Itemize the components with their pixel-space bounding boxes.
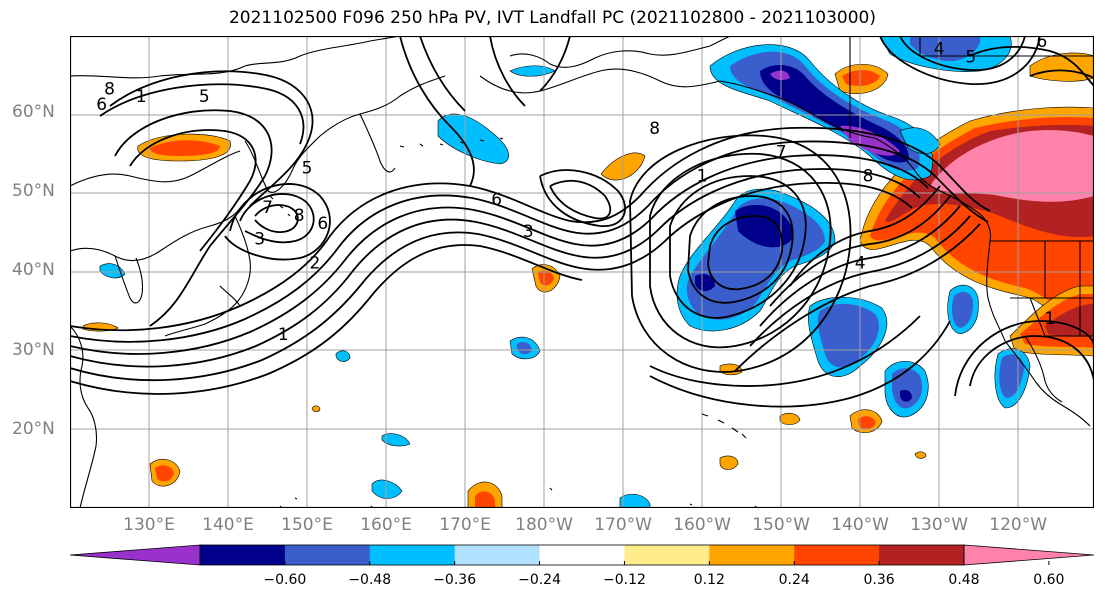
- lat-label: 60°N: [12, 102, 55, 123]
- colorbar-segment: [284, 545, 371, 565]
- contour-label: 1: [136, 87, 147, 107]
- contour-label: 4: [934, 40, 945, 60]
- colorbar-segment: [454, 545, 541, 565]
- colorbar-tick-label: −0.60: [263, 572, 307, 588]
- colorbar-segment: [709, 545, 795, 565]
- contour-label: 3: [523, 222, 534, 242]
- contour-label: 1: [1044, 309, 1055, 329]
- colorbar-extend-low: [70, 544, 201, 566]
- contour-label: 5: [302, 158, 313, 178]
- contour-label: 6: [317, 214, 328, 234]
- colorbar-segment: [369, 545, 456, 565]
- lon-label: 150°W: [752, 515, 810, 535]
- contour-label: 1: [278, 325, 289, 345]
- contour-label: 6: [1036, 36, 1047, 52]
- colorbar: [70, 544, 1094, 566]
- lat-label: 50°N: [12, 181, 55, 202]
- lat-label: 40°N: [12, 260, 55, 281]
- lon-label: 160°W: [673, 515, 731, 535]
- colorbar-tick-label: −0.48: [348, 572, 392, 588]
- contour-label: 1: [697, 166, 708, 186]
- colorbar-segment: [624, 545, 710, 565]
- contour-label: 3: [254, 230, 265, 250]
- contour-label: 8: [863, 166, 874, 186]
- lon-label: 170°W: [594, 515, 652, 535]
- contour-label: 7: [262, 198, 273, 218]
- map-frame: [70, 36, 1094, 508]
- lon-label: 180°W: [515, 515, 573, 535]
- colorbar-tick-label: 0.24: [778, 572, 810, 588]
- colorbar-tick-label: 0.60: [1033, 572, 1065, 588]
- colorbar-tick-label: 0.12: [693, 572, 725, 588]
- lon-label: 160°E: [360, 515, 412, 535]
- colorbar-frame: [199, 544, 965, 566]
- figure-title: 2021102500 F096 250 hPa PV, IVT Landfall…: [228, 8, 876, 28]
- contour-label: 4: [855, 253, 866, 273]
- contour-label: 7: [776, 143, 787, 163]
- contour-label: 5: [199, 87, 210, 107]
- lon-label: 140°E: [202, 515, 254, 535]
- contour-label: 8: [294, 206, 305, 226]
- contour-label: 2: [310, 253, 321, 273]
- contour-label: 5: [965, 48, 976, 68]
- lat-label: 30°N: [12, 339, 55, 360]
- contour-label: 8: [104, 79, 115, 99]
- lon-label: 120°W: [989, 515, 1048, 535]
- coastlines: [70, 36, 1094, 508]
- lon-label: 130°E: [123, 515, 175, 535]
- colorbar-segment: [200, 545, 286, 565]
- colorbar-tick-label: 0.48: [948, 572, 980, 588]
- colorbar-segment: [539, 545, 625, 565]
- colorbar-tick-label: −0.24: [518, 572, 561, 588]
- lon-label: 150°E: [281, 515, 333, 535]
- contour-label: 8: [649, 119, 660, 139]
- lon-label: 130°W: [910, 515, 969, 535]
- lon-label: 140°W: [831, 515, 889, 535]
- contour-label: 6: [96, 95, 107, 115]
- colorbar-tick-label: 0.36: [863, 572, 895, 588]
- colorbar-segment: [879, 545, 965, 565]
- colorbar-segment: [794, 545, 880, 565]
- contour-label: 6: [491, 190, 502, 210]
- lat-label: 20°N: [12, 418, 55, 439]
- lon-label: 170°E: [439, 515, 491, 535]
- colorbar-extend-high: [963, 544, 1094, 566]
- pv-contours: [70, 36, 1094, 408]
- colorbar-tick-label: −0.36: [433, 572, 477, 588]
- colorbar-tick-label: −0.12: [602, 572, 646, 588]
